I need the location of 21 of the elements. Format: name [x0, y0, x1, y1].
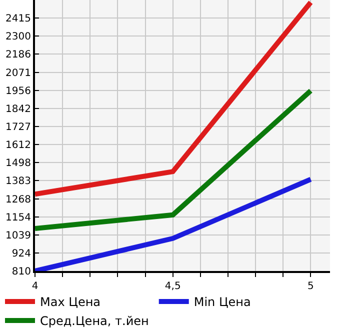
y-tick-label: 1154 — [6, 212, 31, 224]
y-tick-label: 2071 — [6, 68, 31, 79]
y-tick-label: 1268 — [6, 194, 31, 206]
y-tick-label: 1612 — [6, 140, 31, 152]
y-tick-label: 1842 — [6, 104, 31, 115]
x-tick-label: 4 — [32, 281, 38, 292]
y-tick-label: 1727 — [6, 122, 31, 134]
x-tick-label: 5 — [308, 281, 314, 292]
legend-label: Сред.Цена, т.йен — [40, 314, 149, 328]
y-tick-label: 1383 — [6, 176, 31, 188]
x-tick-label: 4,5 — [164, 281, 181, 292]
y-tick-label: 2300 — [6, 32, 31, 43]
legend-label: Min Цена — [194, 295, 251, 310]
y-tick-label: 924 — [12, 248, 31, 260]
legend-label: Max Цена — [40, 295, 101, 310]
y-tick-label: 1039 — [6, 230, 31, 242]
y-tick-label: 1498 — [6, 158, 31, 170]
y-tick-label: 2186 — [6, 50, 31, 61]
y-tick-label: 810 — [12, 266, 31, 278]
y-tick-label: 2415 — [6, 14, 31, 25]
y-tick-label: 1956 — [6, 86, 31, 97]
